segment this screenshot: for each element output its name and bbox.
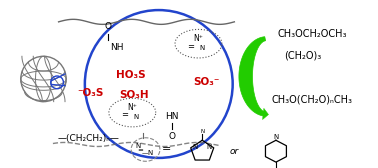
Text: =: = (137, 147, 143, 153)
Text: N: N (273, 134, 279, 140)
Text: or: or (230, 147, 239, 156)
Text: SO₃⁻: SO₃⁻ (193, 77, 219, 87)
Text: O: O (104, 22, 111, 31)
Text: N⁺: N⁺ (127, 103, 137, 112)
Text: SO₃H: SO₃H (119, 90, 149, 100)
Text: ⁻O₃S: ⁻O₃S (77, 88, 104, 98)
Polygon shape (239, 37, 266, 116)
Text: O: O (169, 132, 175, 141)
Text: N⁺: N⁺ (194, 34, 203, 44)
Text: N: N (206, 144, 212, 150)
Text: CH₃OCH₂OCH₃: CH₃OCH₂OCH₃ (277, 29, 347, 39)
Text: N: N (193, 144, 198, 150)
Text: CH₃O(CH₂O)ₙCH₃: CH₃O(CH₂O)ₙCH₃ (271, 94, 352, 104)
Text: —(CH₂CH₂)ₙ—: —(CH₂CH₂)ₙ— (58, 134, 120, 143)
Text: HO₃S: HO₃S (116, 70, 145, 80)
Text: =: = (121, 111, 128, 120)
Text: =: = (187, 42, 194, 51)
Text: N: N (135, 143, 141, 149)
Text: =: = (162, 144, 171, 155)
Text: NH: NH (110, 43, 124, 52)
Text: N: N (200, 45, 205, 51)
Polygon shape (263, 108, 268, 120)
Text: —N: —N (141, 150, 153, 156)
Text: HN: HN (165, 112, 179, 121)
Text: N: N (133, 114, 139, 120)
Text: N: N (200, 129, 204, 134)
Text: (CH₂O)₃: (CH₂O)₃ (284, 50, 321, 60)
